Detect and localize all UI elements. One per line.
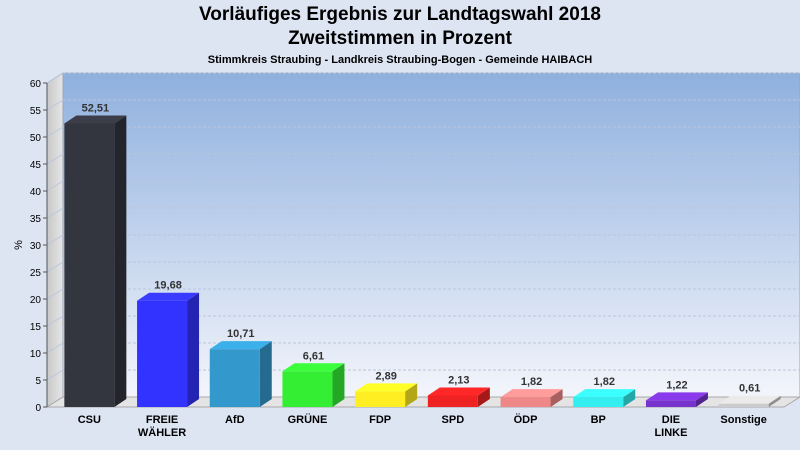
- y-tick-label: 60: [30, 79, 42, 90]
- bar-top: [355, 383, 418, 392]
- gridline-side: [46, 369, 64, 381]
- bar-side: [695, 392, 708, 407]
- chart-subtitle: Zweitstimmen in Prozent: [288, 28, 512, 49]
- bar-top: [718, 395, 781, 404]
- bar-top: [282, 363, 345, 372]
- y-tick-label: 0: [35, 403, 41, 414]
- gridline-side: [46, 288, 64, 300]
- x-tick-label: BP: [591, 414, 606, 426]
- data-label: 0,61: [739, 383, 760, 395]
- bar-side: [623, 389, 636, 407]
- y-tick-label: 50: [30, 133, 42, 144]
- data-label: 19,68: [154, 280, 182, 292]
- data-label: 1,82: [521, 376, 542, 388]
- x-tick-label: FDP: [369, 414, 391, 426]
- data-label: 6,61: [303, 350, 324, 362]
- bar: [355, 391, 406, 407]
- y-tick-label: 45: [30, 160, 42, 171]
- y-tick-label: 25: [30, 268, 42, 279]
- x-tick-label: LINKE: [654, 427, 687, 439]
- bar: [137, 300, 188, 407]
- bar-top: [427, 387, 490, 396]
- gridline-side: [46, 261, 64, 273]
- y-tick-label: 55: [30, 106, 42, 117]
- x-tick-label: FREIE: [146, 414, 178, 426]
- bar-side: [114, 115, 127, 408]
- bar: [718, 403, 769, 407]
- gridline-side: [46, 315, 64, 327]
- bar: [573, 397, 624, 407]
- y-tick-label: 35: [30, 214, 42, 225]
- bar-side: [332, 363, 345, 407]
- y-tick-label: 30: [30, 241, 42, 252]
- bar-side: [768, 395, 781, 407]
- x-tick-label: GRÜNE: [288, 413, 328, 426]
- chart-title: Vorläufiges Ergebnis zur Landtagswahl 20…: [199, 4, 601, 25]
- gridline-side: [46, 342, 64, 354]
- gridline-side: [46, 180, 64, 192]
- bar-top: [209, 341, 272, 350]
- x-tick-label: AfD: [225, 414, 245, 426]
- bar: [64, 123, 115, 408]
- x-tick-label: WÄHLER: [138, 426, 186, 439]
- y-tick-label: 20: [30, 295, 42, 306]
- y-axis-label: %: [13, 240, 25, 250]
- x-tick-label: Sonstige: [720, 414, 766, 426]
- y-tick-label: 5: [35, 376, 41, 387]
- data-label: 52,51: [82, 102, 110, 114]
- bar-top: [64, 115, 127, 124]
- data-label: 10,71: [227, 328, 255, 340]
- gridline-side: [46, 72, 64, 84]
- x-tick-label: DIE: [662, 414, 680, 426]
- bar-side: [477, 387, 490, 407]
- bar-side: [187, 292, 200, 407]
- gridline-side: [46, 234, 64, 246]
- data-label: 1,82: [594, 376, 615, 388]
- bar: [209, 349, 260, 407]
- bar-side: [405, 383, 418, 407]
- bar-top: [500, 389, 563, 398]
- bar: [500, 397, 551, 407]
- data-label: 2,13: [448, 374, 469, 386]
- y-tick-label: 40: [30, 187, 42, 198]
- bar-top: [573, 389, 636, 398]
- x-tick-label: CSU: [78, 414, 101, 426]
- bar-side: [550, 389, 563, 407]
- gridline-side: [46, 153, 64, 165]
- bar-top: [645, 392, 708, 401]
- x-tick-label: ÖDP: [514, 413, 538, 426]
- x-tick-label: SPD: [442, 414, 465, 426]
- bar-top: [137, 292, 200, 301]
- bar: [427, 395, 478, 407]
- y-tick-label: 15: [30, 322, 42, 333]
- gridline-side: [46, 207, 64, 219]
- gridline-side: [46, 126, 64, 138]
- y-tick-label: 10: [30, 349, 42, 360]
- data-label: 1,22: [666, 379, 687, 391]
- bar-side: [259, 341, 272, 407]
- bar: [645, 400, 696, 407]
- gridline-side: [46, 99, 64, 111]
- chart-caption: Stimmkreis Straubing - Landkreis Straubi…: [207, 54, 593, 66]
- data-label: 2,89: [375, 370, 396, 382]
- bar: [282, 371, 333, 407]
